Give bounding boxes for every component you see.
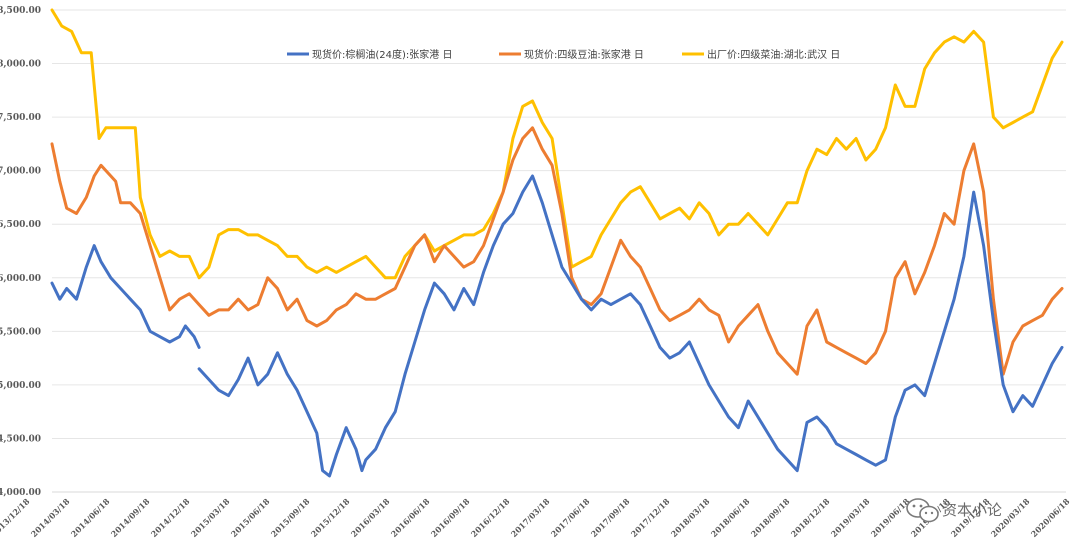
series-line-1 [50,174,1064,478]
x-tick-label: 2018/06/18 [709,496,752,539]
x-tick-label: 2013/12/18 [0,496,32,539]
series-group [50,8,1064,478]
x-tick-label: 2019/03/18 [829,496,872,539]
y-tick-label: 5,500.00 [0,327,41,337]
x-tick-label: 2016/03/18 [349,496,392,539]
x-tick-label: 2016/12/18 [469,496,512,539]
watermark: 资本小论 [906,498,1002,523]
grid-lines [52,9,1066,439]
y-tick-label: 7,000.00 [0,167,41,177]
y-tick-label: 6,500.00 [0,220,41,230]
x-tick-label: 2020/06/18 [1029,496,1072,539]
legend-label: 现货价:四级豆油:张家港 日 [524,48,644,61]
x-tick-label: 2015/06/18 [229,496,272,539]
y-tick-label: 4,500.00 [0,434,41,444]
x-tick-label: 2019/06/18 [869,496,912,539]
x-tick-label: 2014/12/18 [149,496,192,539]
y-tick-label: 4,000.00 [0,488,41,498]
x-tick-label: 2018/12/18 [789,496,832,539]
x-tick-label: 2017/03/18 [509,496,552,539]
y-tick-label: 8,000.00 [0,60,41,70]
x-tick-label: 2018/03/18 [669,496,712,539]
x-tick-label: 2015/03/18 [189,496,232,539]
x-axis: 2013/12/182014/03/182014/06/182014/09/18… [0,496,1072,539]
x-tick-label: 2017/12/18 [629,496,672,539]
y-axis: 4,000.00 4,500.00 5,000.00 5,500.00 6,000.00… [0,6,41,498]
y-tick-label: 7,500.00 [0,113,41,123]
x-tick-label: 2016/06/18 [389,496,432,539]
x-tick-label: 2017/09/18 [589,496,632,539]
x-tick-label: 2016/09/18 [429,496,472,539]
x-tick-label: 2018/09/18 [749,496,792,539]
series-line-2 [50,126,1064,376]
x-tick-label: 2015/09/18 [269,496,312,539]
y-tick-label: 5,000.00 [0,381,41,391]
wechat-icon [906,498,939,523]
x-tick-label: 2014/06/18 [69,496,112,539]
x-tick-label: 2015/12/18 [309,496,352,539]
series-line-3 [50,8,1064,280]
y-tick-label: 6,000.00 [0,274,41,284]
y-tick-label: 8,500.00 [0,6,41,16]
watermark-text: 资本小论 [942,501,1002,519]
x-tick-label: 2014/09/18 [109,496,152,539]
legend-label: 出厂价:四级菜油:湖北:武汉 日 [707,48,840,61]
x-tick-label: 2014/03/18 [29,496,72,539]
legend: 现货价:棕榈油(24度):张家港 日 现货价:四级豆油:张家港 日 出厂价:四级菜油… [287,48,840,61]
x-tick-label: 2017/06/18 [549,496,592,539]
legend-label: 现货价:棕榈油(24度):张家港 日 [312,48,452,61]
